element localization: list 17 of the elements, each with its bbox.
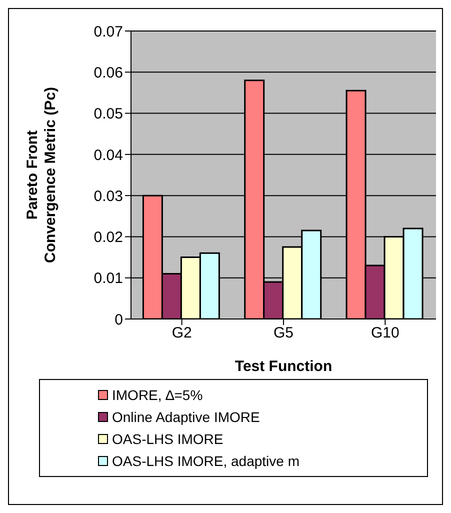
y-tick-label: 0.02	[94, 229, 123, 246]
y-tick-label: 0.01	[94, 270, 123, 288]
y-axis-title: Pareto Front Convergence Metric (Pc)	[24, 87, 59, 263]
legend-label: OAS-LHS IMORE	[112, 431, 224, 447]
legend-label: IMORE, ∆=5%	[112, 387, 203, 403]
x-tick-label: G5	[273, 324, 294, 342]
y-tick-label: 0.06	[94, 64, 123, 82]
legend-label: OAS-LHS IMORE, adaptive m	[112, 453, 300, 469]
y-tick-label: 0.05	[94, 106, 123, 123]
x-tick-label: G2	[172, 324, 192, 342]
x-axis-title: Test Function	[234, 358, 332, 375]
legend-label: Online Adaptive IMORE	[112, 409, 260, 425]
y-tick-label: 0	[114, 311, 123, 328]
y-tick-label: 0.03	[94, 188, 123, 205]
x-tick-label: G10	[370, 324, 400, 342]
y-tick-label: 0.07	[94, 23, 123, 40]
y-tick-label: 0.04	[94, 146, 123, 164]
